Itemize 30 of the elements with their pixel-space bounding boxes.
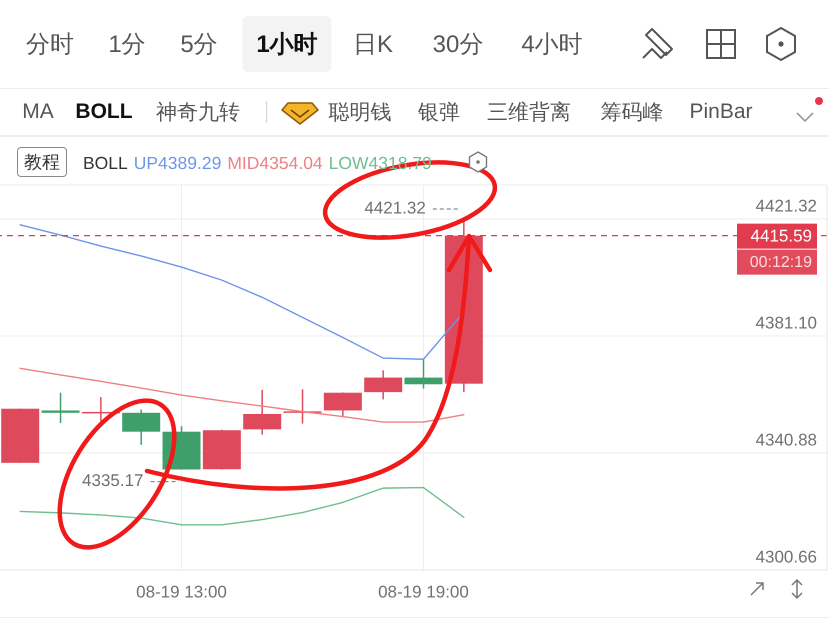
annotation: 4335.17 <box>82 471 144 490</box>
x-tick-label: 08-19 19:00 <box>378 582 469 602</box>
text: 30分 <box>432 31 484 58</box>
text: 日K <box>352 31 394 58</box>
text: 分时 <box>26 31 74 58</box>
x-tick-label: 08-19 13:00 <box>136 582 227 602</box>
text: MID4354.04 <box>227 152 323 174</box>
text: 教程 <box>24 151 60 174</box>
text: BOLL <box>75 100 133 123</box>
text: 聪明钱 <box>328 101 392 124</box>
text: 三维背离 <box>487 101 571 124</box>
text: 银弹 <box>418 101 460 124</box>
text: 4415.59 <box>750 226 812 246</box>
legend-title: BOLL <box>83 152 128 174</box>
text: MA <box>22 100 54 123</box>
text: PinBar <box>689 100 753 123</box>
y-tick-label: 4340.88 <box>756 430 817 450</box>
annotation: 4421.32 <box>364 198 426 218</box>
text: 4小时 <box>521 31 583 58</box>
y-tick-label: 4300.66 <box>756 548 817 566</box>
text: 1分 <box>108 31 146 58</box>
text: LOW4318.79 <box>328 152 432 174</box>
text: UP4389.29 <box>134 152 222 174</box>
text: 1小时 <box>256 31 318 58</box>
y-tick-label: 4421.32 <box>756 196 817 216</box>
y-tick-label: 4381.10 <box>756 313 817 332</box>
text: 5分 <box>180 31 218 58</box>
text: 00:12:19 <box>750 254 812 272</box>
text: 筹码峰 <box>600 101 664 124</box>
text: 神奇九转 <box>156 101 240 124</box>
